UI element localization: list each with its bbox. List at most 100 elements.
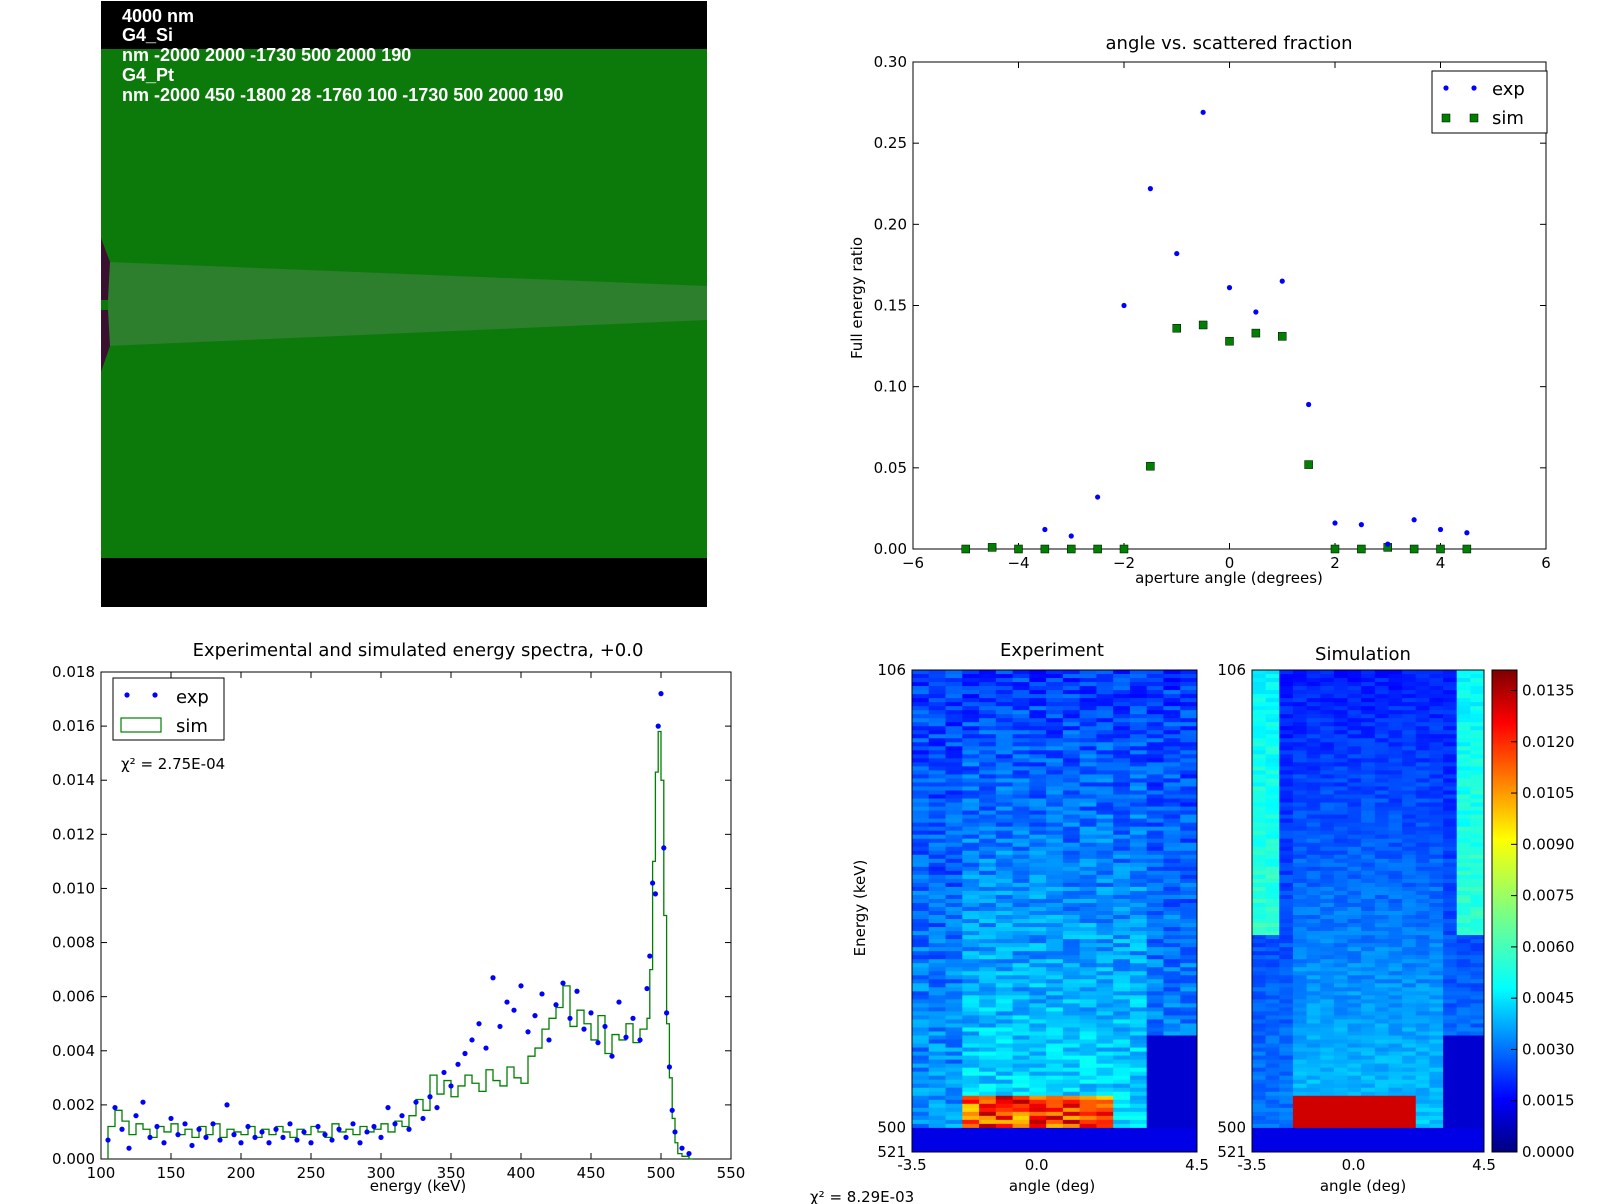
simulation-heatmap-cell [1292,1023,1308,1028]
experiment-heatmap-cell [1079,766,1097,771]
simulation-heatmap-cell [1333,1039,1349,1045]
experiment-heatmap-cell [1146,939,1164,944]
sim-point [1093,544,1102,554]
simulation-heatmap-cell [1306,902,1321,908]
experiment-heatmap-cell [928,710,947,715]
experiment-heatmap-cell [995,1043,1014,1049]
experiment-heatmap-cell [1180,678,1198,683]
experiment-heatmap-cell [1079,979,1097,984]
simulation-heatmap-cell [1361,1059,1376,1065]
experiment-heatmap-cell [1096,906,1114,912]
simulation-heatmap-cell [1292,1095,1308,1101]
simulation-heatmap-cell [1347,886,1362,892]
simulation-heatmap-cell [1279,778,1294,783]
simulation-heatmap-cell [1443,1075,1458,1081]
simulation-heatmap-cell [1279,870,1294,876]
experiment-heatmap-cell [912,790,930,796]
simulation-heatmap-cell [1374,826,1389,832]
simulation-heatmap-cell [1429,730,1444,735]
experiment-heatmap-cell [962,778,980,783]
simulation-heatmap-cell [1443,1099,1458,1105]
experiment-heatmap-cell [1029,750,1047,755]
experiment-heatmap-cell [1113,1019,1131,1024]
experiment-heatmap-cell [1113,1027,1131,1032]
experiment-heatmap-cell [1062,778,1081,783]
experiment-heatmap-cell [962,955,980,960]
simulation-heatmap-cell [1320,682,1335,687]
simulation-heatmap-cell [1415,923,1430,928]
experiment-heatmap-cell [995,774,1014,779]
simulation-heatmap-cell [1347,750,1362,755]
experiment-heatmap-cell [1046,987,1064,992]
simulation-heatmap-cell [1456,810,1471,816]
sim-point [1172,323,1181,333]
experiment-heatmap-cell [945,999,963,1004]
experiment-heatmap-cell [912,674,930,679]
experiment-heatmap-cell [945,774,963,779]
experiment-heatmap-cell [1029,766,1047,771]
experiment-heatmap-cell [928,1055,947,1061]
simulation-heatmap-cell [1456,1011,1471,1016]
simulation-heatmap-cell [1333,927,1349,932]
experiment-heatmap-cell [979,1111,997,1117]
simulation-heatmap-cell [1279,686,1294,691]
experiment-heatmap-cell [962,1051,980,1057]
simulation-heatmap-cell [1252,1091,1267,1097]
simulation-heatmap-cell [1470,770,1485,775]
experiment-heatmap-cell [1146,802,1164,808]
simulation-heatmap-cell [1333,1139,1349,1145]
simulation-heatmap-cell [1265,826,1280,832]
simulation-heatmap-cell [1429,806,1444,812]
legend-sim-label: sim [1492,108,1524,129]
experiment-heatmap-cell [962,850,980,856]
simulation-heatmap-cell [1388,1143,1403,1149]
experiment-heatmap-cell [1180,882,1198,888]
experiment-heatmap-cell [1079,1059,1097,1065]
experiment-heatmap-cell [995,854,1014,860]
simulation-heatmap-cell [1361,1099,1376,1105]
simulation-heatmap-cell [1374,810,1389,816]
experiment-heatmap-cell [1146,947,1164,952]
simulation-heatmap-cell [1279,979,1294,984]
simulation-heatmap-cell [1361,754,1376,759]
simulation-heatmap-cell [1402,826,1417,832]
experiment-heatmap-cell [928,1027,947,1032]
simulation-heatmap-cell [1415,1063,1430,1069]
simulation-heatmap-cell [1470,858,1485,864]
simulation-heatmap-cell [1306,882,1321,888]
simulation-heatmap-cell [1347,722,1362,727]
simulation-heatmap-cell [1456,915,1471,920]
experiment-heatmap-cell [962,854,980,860]
simulation-heatmap-cell [1388,686,1403,691]
experiment-heatmap-cell [1012,1087,1030,1093]
experiment-heatmap-cell [1146,975,1164,980]
experiment-heatmap-cell [1079,1119,1097,1125]
simulation-heatmap-cell [1347,906,1362,912]
exp-point [664,1010,670,1016]
simulation-heatmap-cell [1279,770,1294,775]
experiment-heatmap-cell [912,1127,930,1133]
experiment-heatmap-cell [1046,906,1064,912]
simulation-heatmap-cell [1402,1147,1417,1153]
simulation-heatmap-cell [1320,714,1335,719]
experiment-heatmap-cell [1012,902,1030,908]
experiment-heatmap-cell [945,1015,963,1020]
simulation-heatmap-cell [1443,1039,1458,1045]
simulation-heatmap-cell [1320,838,1335,844]
experiment-heatmap-cell [1129,959,1148,964]
experiment-heatmap-cell [1113,698,1131,703]
experiment-heatmap-cell [1029,1131,1047,1137]
experiment-heatmap-cell [1029,834,1047,840]
sim-point [1357,544,1366,554]
experiment-heatmap-cell [1012,898,1030,904]
simulation-heatmap-cell [1306,1139,1321,1145]
simulation-heatmap-cell [1470,806,1485,812]
simulation-heatmap-cell [1470,762,1485,767]
experiment-heatmap-cell [1079,754,1097,759]
experiment-heatmap-cell [1046,983,1064,988]
experiment-heatmap-cell [1079,750,1097,755]
simulation-heatmap-cell [1252,674,1267,679]
simulation-heatmap-cell [1347,794,1362,800]
simulation-heatmap-cell [1306,814,1321,820]
experiment-heatmap-cell [995,846,1014,852]
